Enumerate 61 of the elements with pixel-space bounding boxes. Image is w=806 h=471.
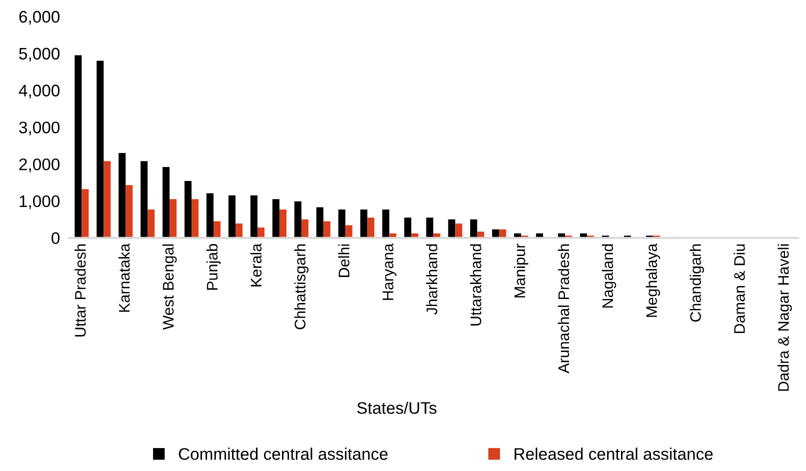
- bar: [279, 209, 286, 238]
- x-tick-label: Uttar Pradesh: [74, 244, 86, 336]
- x-tick-label: Nagaland: [602, 244, 616, 308]
- bar: [192, 199, 199, 238]
- x-tick-label: Dadra & Nagar Haveli: [778, 244, 792, 391]
- bar: [170, 199, 177, 238]
- bar: [294, 201, 302, 238]
- bar: [140, 161, 148, 238]
- bar: [455, 223, 462, 238]
- bar: [382, 209, 390, 238]
- bar: [316, 207, 324, 238]
- y-tick-label: 0: [52, 232, 60, 244]
- x-tick-label: Delhi: [338, 244, 350, 277]
- bar: [228, 195, 236, 238]
- x-axis-title: States/UTs: [357, 402, 436, 414]
- bar: [104, 161, 111, 238]
- legend-label: Committed central assitance: [178, 448, 388, 460]
- bar: [162, 167, 170, 238]
- bar: [426, 218, 434, 238]
- bar: [148, 209, 155, 238]
- x-tick-label: Chandigarh: [690, 244, 704, 322]
- x-tick-label: Meghalaya: [646, 243, 660, 317]
- x-tick-label: Manipur: [514, 244, 528, 298]
- bar: [118, 152, 126, 238]
- y-tick-label: 1,000: [20, 195, 60, 210]
- bar: [323, 221, 330, 238]
- y-tick-label: 3,000: [19, 122, 60, 136]
- bar: [404, 218, 412, 238]
- y-tick-label: 6,000: [19, 10, 60, 25]
- x-tick-label: Jharkhand: [426, 244, 438, 315]
- bar: [184, 181, 192, 238]
- y-tick-label: 5,000: [19, 48, 60, 62]
- x-tick-label: West Bengal: [162, 244, 177, 330]
- bar: [345, 225, 352, 238]
- bar: [250, 195, 258, 238]
- bar: [272, 199, 280, 238]
- y-tick-label: 4,000: [18, 84, 60, 98]
- bar: [74, 55, 82, 238]
- bar: [367, 218, 374, 238]
- x-tick-label: Kerala: [250, 243, 262, 286]
- bar: [360, 209, 368, 238]
- x-tick-label: Haryana: [382, 243, 396, 300]
- bar: [338, 209, 346, 238]
- bar: [470, 219, 478, 238]
- bar: [301, 219, 308, 238]
- bar: [126, 185, 133, 238]
- bar: [257, 228, 264, 238]
- y-tick-label: 2,000: [19, 158, 60, 172]
- bar: [206, 193, 214, 238]
- x-tick-label: Punjab: [206, 244, 221, 290]
- bar: [82, 189, 89, 238]
- x-tick-label: Arunachal Pradesh: [558, 244, 570, 374]
- x-tick-label: Karnataka: [118, 243, 130, 312]
- legend-label: Released central assitance: [514, 448, 713, 460]
- bar: [96, 60, 104, 238]
- bar: [214, 221, 221, 238]
- x-tick-label: Daman & Diu: [734, 244, 745, 334]
- x-tick-label: Chhattisgarh: [294, 244, 309, 330]
- x-tick-label: Uttarakhand: [470, 244, 482, 326]
- bar: [448, 219, 456, 238]
- bar: [235, 223, 243, 238]
